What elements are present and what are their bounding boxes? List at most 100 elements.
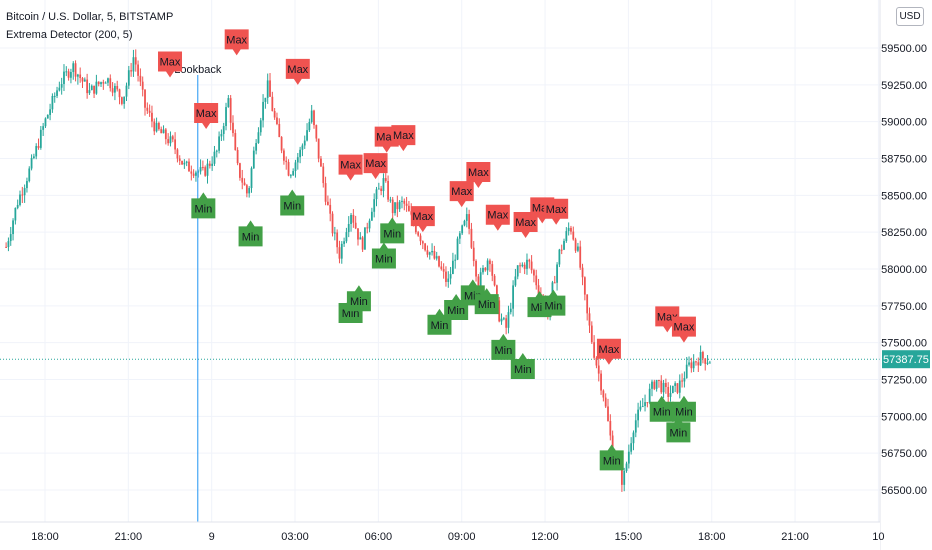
y-tick-label: 58000.00: [881, 264, 927, 276]
candle-body: [609, 420, 612, 436]
candle-body: [421, 241, 424, 244]
candle-body: [577, 246, 579, 251]
currency-button[interactable]: USD: [896, 7, 924, 26]
min-marker-label: Min: [514, 364, 532, 376]
candle-body: [204, 167, 207, 176]
candle-body: [289, 175, 292, 177]
candle-body: [482, 267, 484, 273]
candle-body: [426, 250, 429, 255]
candle-body: [667, 386, 670, 397]
candle-body: [604, 397, 607, 407]
candle-body: [333, 232, 336, 234]
candle-body: [438, 256, 440, 267]
candle-body: [611, 435, 614, 456]
candle-body: [90, 85, 93, 91]
candle-body: [60, 84, 63, 88]
max-marker-label: Max: [340, 160, 361, 172]
candle-body: [100, 82, 102, 85]
max-marker-shape: [391, 125, 416, 152]
max-marker: Max: [513, 212, 538, 239]
candle-body: [563, 240, 565, 250]
candle-body: [188, 161, 190, 172]
candle-body: [195, 172, 197, 176]
candle-body: [153, 121, 156, 132]
max-marker-shape: [224, 29, 249, 56]
max-marker-label: Max: [451, 186, 472, 198]
min-marker-label: Min: [383, 228, 401, 240]
candle-body: [63, 71, 65, 85]
max-marker-label: Max: [393, 130, 414, 142]
candle-body: [495, 285, 498, 301]
max-marker-shape: [671, 316, 696, 343]
candle-body: [498, 300, 501, 322]
candle-body: [528, 259, 531, 262]
candle-body: [164, 129, 167, 140]
price-axis-bg: [880, 0, 932, 550]
candle-body: [671, 385, 674, 394]
last-price-label: 57387.75: [883, 354, 929, 366]
min-marker-shape: [599, 444, 624, 471]
candle-body: [461, 225, 464, 234]
candle-body: [357, 228, 359, 240]
candle-body: [500, 318, 503, 322]
min-marker-label: Min: [447, 305, 465, 317]
x-tick-label: 15:00: [615, 531, 643, 543]
min-marker: Min: [346, 285, 371, 312]
candle-body: [502, 318, 505, 320]
candle-body: [428, 252, 431, 255]
time-axis[interactable]: 18:00 21:00 9 03:00 06:00 09:00 12:00 15:00 18:0…: [0, 521, 885, 550]
candle-body: [551, 282, 554, 296]
candle-body: [273, 110, 276, 118]
max-marker-shape: [410, 206, 435, 233]
min-marker-shape: [238, 220, 263, 247]
candle-body: [120, 97, 123, 104]
candle-body: [489, 260, 491, 265]
indicator-title: Extrema Detector (200, 5): [6, 29, 133, 41]
lookback-line: Lookback: [174, 64, 222, 522]
candle-body: [382, 178, 385, 192]
candle-body: [280, 137, 283, 151]
candle-body: [178, 158, 181, 161]
candle-body: [431, 250, 433, 253]
candle-body: [507, 312, 510, 328]
candle-body: [70, 72, 72, 78]
lookback-label: Lookback: [174, 64, 222, 76]
min-marker-label: Min: [283, 200, 301, 212]
min-marker-label: Min: [675, 407, 693, 419]
candle-body: [65, 71, 68, 73]
candle-body: [250, 168, 253, 189]
candle-body: [664, 382, 667, 387]
candle-body: [516, 265, 519, 277]
candle-body: [401, 200, 403, 202]
candle-body: [384, 178, 387, 181]
candle-body: [303, 140, 306, 146]
candle-body: [39, 129, 42, 148]
min-marker: Min: [238, 220, 263, 247]
candle-body: [424, 243, 427, 251]
y-tick-label: 57000.00: [881, 411, 927, 423]
candle-body: [137, 64, 139, 76]
candle-body: [699, 352, 702, 366]
candle-body: [329, 204, 332, 214]
candle-body: [389, 199, 392, 201]
max-marker: Max: [363, 153, 388, 180]
candle-body: [535, 275, 538, 286]
candle-body: [218, 136, 220, 151]
candle-body: [364, 227, 366, 250]
min-marker-shape: [346, 285, 371, 312]
price-axis[interactable]: 59500.00 59250.00 59000.00 58750.00 58500.00…: [879, 0, 932, 550]
max-marker: Max: [224, 29, 249, 56]
max-marker: Max: [466, 161, 491, 188]
candle-body: [597, 365, 600, 374]
candle-body: [86, 79, 89, 94]
max-marker-shape: [466, 161, 491, 188]
candle-body: [512, 285, 514, 309]
candle-body: [42, 126, 45, 130]
candle-body: [702, 352, 704, 359]
candle-body: [292, 171, 295, 176]
candle-body: [125, 85, 128, 97]
y-tick-label: 59250.00: [881, 80, 927, 92]
candle-body: [315, 125, 318, 139]
candle-body: [398, 201, 401, 210]
